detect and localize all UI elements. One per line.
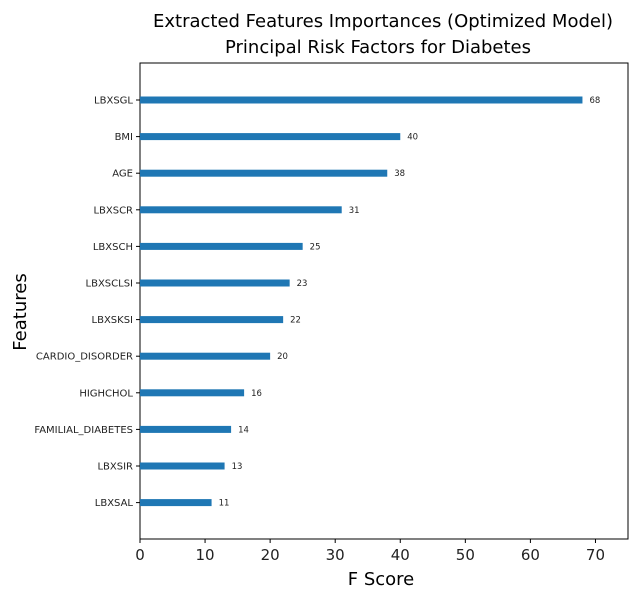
bar-lbxscr [140,206,342,214]
bar-lbxsch [140,242,303,250]
bar-value-label: 13 [232,462,243,472]
y-tick-label: LBXSIR [97,462,133,473]
y-tick-label: AGE [112,169,133,180]
bar-value-label: 22 [290,316,301,326]
x-tick-label: 40 [391,546,410,564]
x-tick-label: 0 [135,546,145,564]
bar-age [140,169,388,177]
bar-lbxsir [140,462,225,470]
y-tick-label: HIGHCHOL [79,388,133,399]
y-tick-label: CARDIO_DISORDER [36,352,133,363]
bar-cardio-disorder [140,352,271,360]
y-tick-group: LBXSGL BMI AGE LBXSCR LBXSCH LBXSCLSI LBXSKSI C… [34,96,140,509]
y-tick-label: BMI [115,132,133,143]
x-tick-label: 10 [196,546,215,564]
bar-lbxsksi [140,316,284,324]
bars-group: 68 40 38 31 25 23 22 20 16 14 13 11 [140,96,600,509]
bar-value-label: 16 [251,389,262,399]
plot-area-frame [139,62,629,540]
bar-familial-diabetes [140,425,232,433]
bar-value-label: 68 [589,96,600,106]
bar-bmi [140,133,401,141]
x-tick-label: 50 [456,546,475,564]
bar-highchol [140,389,245,397]
x-tick-label: 20 [261,546,280,564]
y-tick-label: LBXSAL [95,498,134,509]
bar-value-label: 38 [394,169,405,179]
bar-value-label: 20 [277,352,288,362]
x-tick-label: 60 [521,546,540,564]
bar-lbxsclsi [140,279,290,287]
bar-value-label: 23 [297,279,308,289]
y-tick-label: LBXSKSI [92,315,133,326]
y-tick-label: LBXSCLSI [86,279,133,290]
chart-title: Extracted Features Importances (Optimize… [153,11,613,32]
bar-value-label: 14 [238,425,249,435]
y-tick-label: LBXSCR [93,205,133,216]
bar-lbxsgl [140,96,583,104]
bar-lbxsal [140,499,212,507]
bar-value-label: 40 [407,133,418,143]
y-tick-label: FAMILIAL_DIABETES [34,425,133,436]
x-tick-group: 0 10 20 30 40 50 60 70 [135,539,605,564]
y-tick-label: LBXSGL [94,96,133,107]
chart-subtitle: Principal Risk Factors for Diabetes [225,37,531,58]
y-axis-title: Features [10,273,31,350]
x-tick-label: 30 [326,546,345,564]
y-tick-label: LBXSCH [93,242,133,253]
bar-value-label: 25 [310,242,321,252]
bar-value-label: 11 [219,499,230,509]
bar-value-label: 31 [349,206,360,216]
x-tick-label: 70 [586,546,605,564]
x-axis-title: F Score [348,569,415,590]
